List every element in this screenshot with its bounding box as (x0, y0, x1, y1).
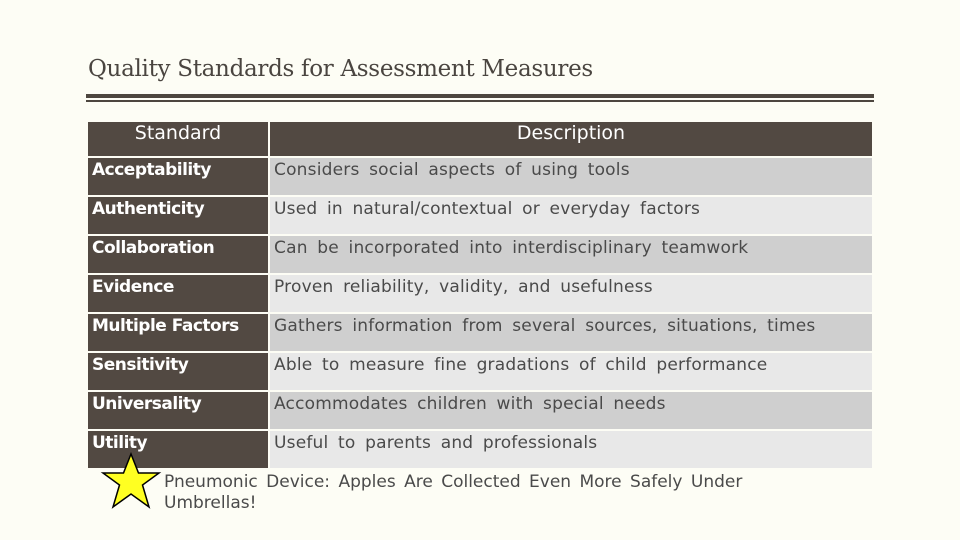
header-description: Description (270, 122, 872, 156)
standard-cell: Evidence (88, 275, 268, 312)
standard-cell: Acceptability (88, 158, 268, 195)
table-row: Sensitivity Able to measure fine gradatio… (88, 353, 872, 390)
standard-cell: Sensitivity (88, 353, 268, 390)
title-rule-thin (86, 100, 874, 102)
description-cell: Used in natural/contextual or everyday f… (270, 197, 872, 234)
table-row: Universality Accommodates children with s… (88, 392, 872, 429)
table-row: Collaboration Can be incorporated into in… (88, 236, 872, 273)
star-icon (100, 452, 162, 509)
table-row: Authenticity Used in natural/contextual o… (88, 197, 872, 234)
mnemonic-note: Pneumonic Device: Apples Are Collected E… (164, 472, 743, 513)
standard-cell: Universality (88, 392, 268, 429)
standard-cell: Authenticity (88, 197, 268, 234)
description-cell: Gathers information from several sources… (270, 314, 872, 351)
description-cell: Useful to parents and professionals (270, 431, 872, 468)
standard-cell: Multiple Factors (88, 314, 268, 351)
slide-title: Quality Standards for Assessment Measure… (88, 56, 593, 82)
table-row: Evidence Proven reliability, validity, an… (88, 275, 872, 312)
standard-cell: Collaboration (88, 236, 268, 273)
description-cell: Considers social aspects of using tools (270, 158, 872, 195)
description-cell: Can be incorporated into interdisciplina… (270, 236, 872, 273)
description-cell: Able to measure fine gradations of child… (270, 353, 872, 390)
table-row: Multiple Factors Gathers information from… (88, 314, 872, 351)
title-rule (86, 94, 874, 98)
table-row: Acceptability Considers social aspects of… (88, 158, 872, 195)
header-standard: Standard (88, 122, 268, 156)
description-cell: Accommodates children with special needs (270, 392, 872, 429)
table-row: Utility Useful to parents and professiona… (88, 431, 872, 468)
standard-cell: Utility (88, 431, 268, 468)
standards-table: Standard Description Acceptability Consid… (86, 120, 874, 470)
table-header-row: Standard Description (88, 122, 872, 156)
description-cell: Proven reliability, validity, and useful… (270, 275, 872, 312)
